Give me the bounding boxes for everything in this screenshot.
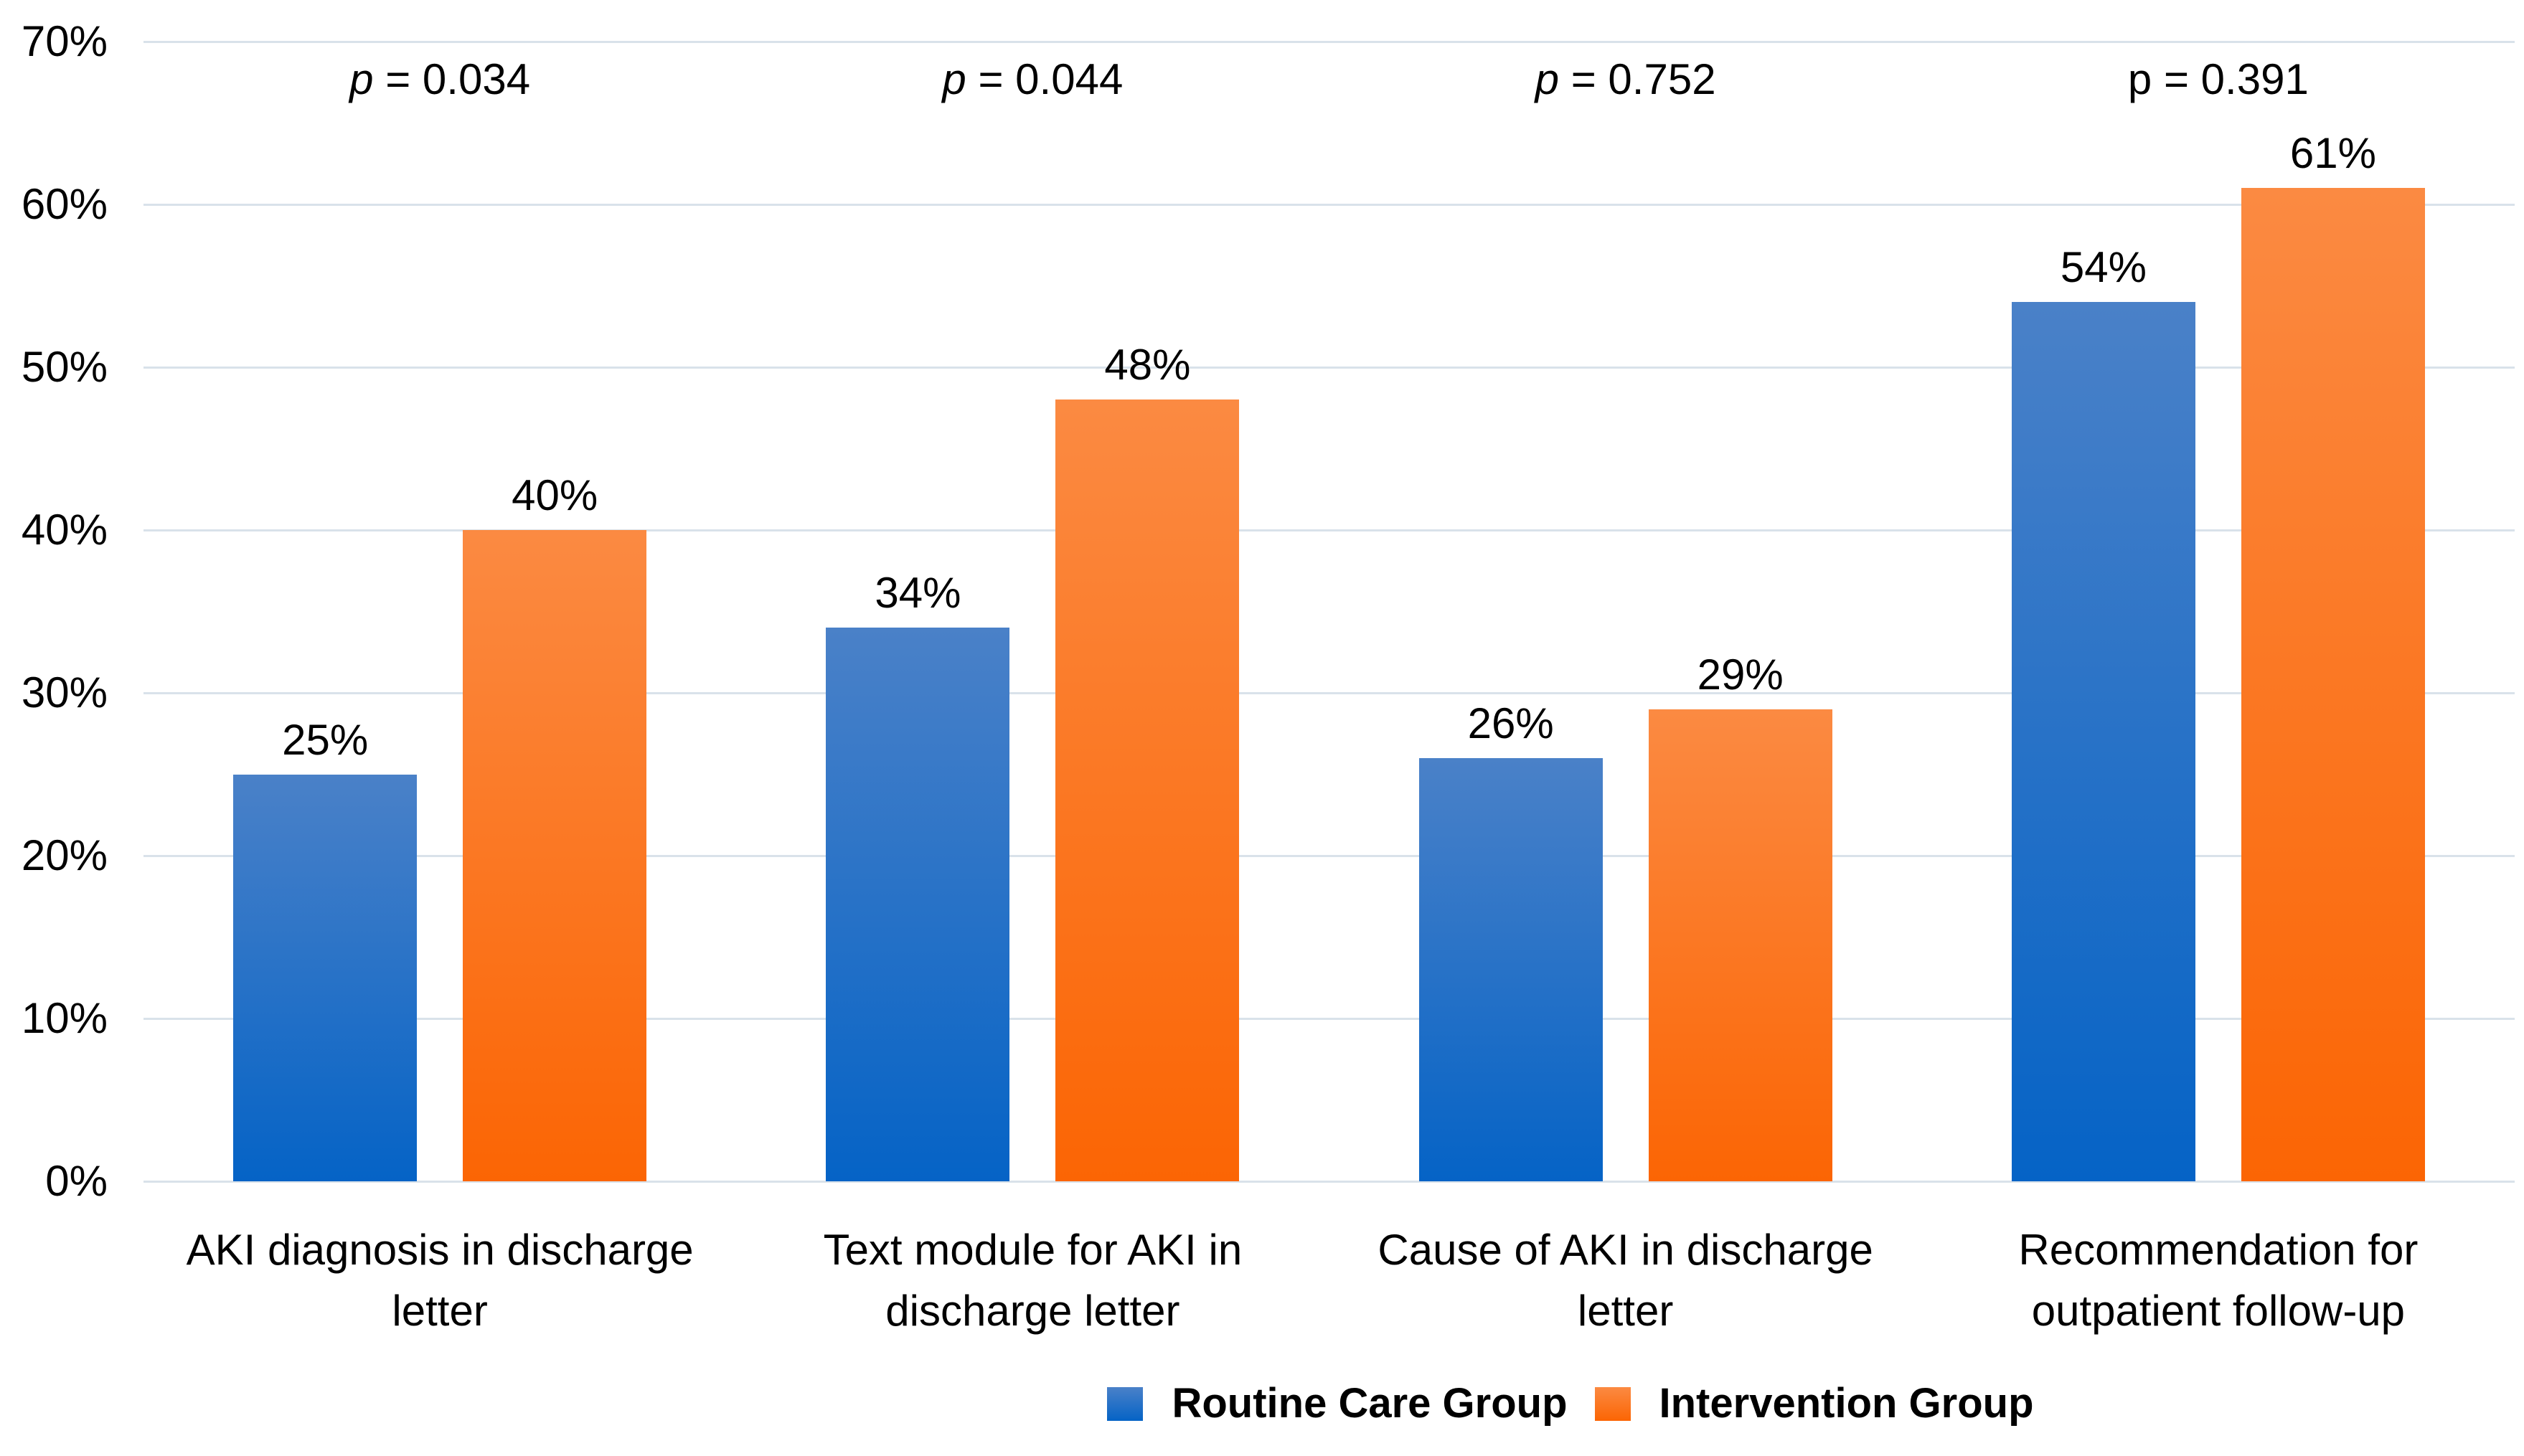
bar-value-label: 26% [1467,699,1554,747]
gridline [143,854,2515,857]
bar-routine-care: 25% [233,718,418,1181]
p-value-text: = 0.752 [1559,55,1716,103]
plot-area: p = 0.034 25% 40% p = 0.044 34% 48% p = 0.752 2… [143,40,2515,1183]
bar-value-label: 54% [2060,243,2147,292]
y-tick-label: 60% [21,180,108,228]
p-value-text: = 0.391 [2152,55,2309,103]
bar-value-label: 25% [282,715,369,764]
legend-label: Routine Care Group [1172,1380,1568,1427]
legend-label: Intervention Group [1659,1380,2034,1427]
legend-swatch [1594,1386,1631,1421]
bar-group: p = 0.044 34% 48% [736,42,1329,1181]
category-label: Cause of AKI in discharge letter [1329,1219,1922,1341]
bar-group: p = 0.752 26% 29% [1329,42,1922,1181]
p-value-label: p = 0.034 [143,55,736,104]
legend-items: Routine Care Group Intervention Group [1107,1380,2034,1427]
bar-value-label: 40% [512,471,598,519]
p-value-label: p = 0.391 [1922,55,2515,104]
bar-intervention: 40% [463,474,647,1181]
y-tick-label: 0% [45,1157,108,1205]
legend: Routine Care Group Intervention Group [0,1383,2524,1424]
bar-intervention: 29% [1648,653,1832,1181]
gridline [143,1017,2515,1020]
bar-pair: 25% 40% [143,42,736,1181]
category-label-text: Text module for AKI in discharge letter [823,1226,1243,1336]
y-tick-label: 10% [21,994,108,1042]
legend-item-routine-care: Routine Care Group [1107,1380,1568,1427]
bar-intervention: 48% [1055,344,1240,1181]
y-tick-label: 20% [21,831,108,879]
y-tick-label: 40% [21,506,108,554]
y-tick-label: 50% [21,343,108,391]
p-value-label: p = 0.044 [736,55,1329,104]
category-label: AKI diagnosis in discharge letter [143,1219,736,1341]
bar-group: p = 0.391 54% 61% [1922,42,2515,1181]
gridline [143,366,2515,369]
category-label-text: AKI diagnosis in discharge letter [186,1226,694,1336]
bar-value-label: 29% [1697,650,1784,699]
category-label: Text module for AKI in discharge letter [736,1219,1329,1341]
p-char: p [2127,55,2152,103]
bar-group: p = 0.034 25% 40% [143,42,736,1181]
p-char: p [1535,55,1560,103]
bar-pair: 34% 48% [736,42,1329,1181]
gridline [143,203,2515,206]
bar-routine-care: 34% [826,572,1010,1181]
gridline [143,529,2515,531]
p-value-label: p = 0.752 [1329,55,1922,104]
bar-routine-care: 26% [1418,701,1603,1181]
bar-pair: 54% 61% [1922,42,2515,1181]
bar-pair: 26% 29% [1329,42,1922,1181]
p-char: p [349,55,374,103]
bar-value-label: 34% [875,569,961,618]
legend-swatch [1107,1386,1144,1421]
y-tick-label: 70% [21,17,108,65]
gridline [143,1180,2515,1183]
category-label: Recommendation for outpatient follow-up [1922,1219,2515,1341]
bar-intervention: 61% [2241,132,2425,1181]
p-char: p [942,55,966,103]
bar-value-label: 61% [2289,129,2376,178]
legend-item-intervention: Intervention Group [1594,1380,2034,1427]
p-value-text: = 0.034 [373,55,531,103]
y-tick-label: 30% [21,668,108,717]
category-label-text: Recommendation for outpatient follow-up [2018,1226,2419,1336]
category-label-text: Cause of AKI in discharge letter [1378,1226,1873,1336]
y-axis: 0% 10% 20% 30% 40% 50% 60% 70% [0,20,108,1203]
p-value-text: = 0.044 [966,55,1124,103]
bar-routine-care: 54% [2011,246,2195,1181]
gridline [143,691,2515,694]
x-axis-category-labels: AKI diagnosis in discharge letter Text mo… [143,1219,2515,1341]
bar-value-label: 48% [1104,341,1191,389]
gridline [143,40,2515,43]
